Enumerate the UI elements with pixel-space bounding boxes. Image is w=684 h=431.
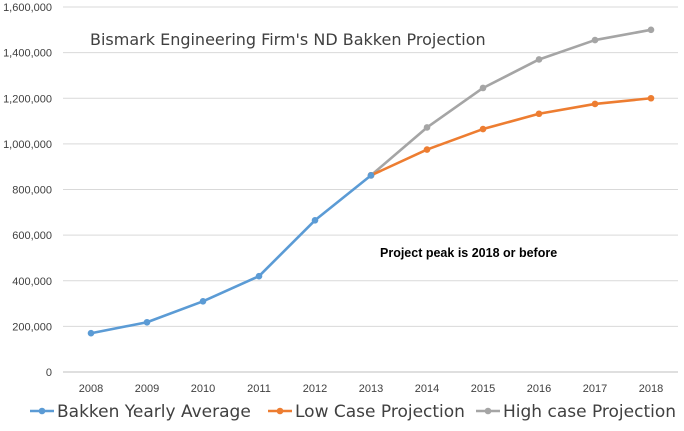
series-line (370, 96, 652, 177)
data-point (423, 146, 431, 153)
series-low-case-projection (367, 94, 655, 179)
x-tick-label: 2015 (471, 383, 495, 395)
legend-item: Bakken Yearly Average (30, 402, 251, 422)
data-point (647, 94, 655, 102)
data-point (255, 272, 263, 280)
data-point (535, 110, 543, 118)
legend-item: Low Case Projection (268, 402, 465, 422)
y-tick-label: 1,200,000 (3, 93, 52, 105)
legend-label: Low Case Projection (295, 402, 465, 422)
y-tick-label: 1,600,000 (3, 2, 52, 14)
data-point (479, 84, 487, 92)
legend-point-marker (276, 407, 284, 415)
data-point (367, 172, 375, 179)
data-point (423, 124, 431, 131)
gridlines (63, 6, 678, 373)
series-line (370, 28, 652, 177)
y-tick-label: 400,000 (12, 276, 52, 288)
x-tick-label: 2013 (359, 383, 383, 395)
y-tick-label: 1,000,000 (3, 139, 52, 151)
x-tick-label: 2016 (527, 383, 551, 395)
chart-annotation: Project peak is 2018 or before (380, 246, 557, 260)
x-tick-label: 2012 (303, 383, 327, 395)
legend-point-marker (484, 407, 492, 415)
x-axis-tick-labels: 2008 2009 2010 2011 2012 2013 2014 2015 2016 2017… (79, 383, 663, 395)
x-tick-label: 2017 (583, 383, 607, 395)
data-point (311, 216, 319, 224)
data-point (199, 297, 207, 305)
x-tick-label: 2008 (79, 383, 103, 395)
legend-label: Bakken Yearly Average (57, 402, 251, 422)
x-tick-label: 2010 (191, 383, 215, 395)
series-lines (87, 26, 655, 337)
data-point (647, 26, 655, 34)
x-tick-label: 2009 (135, 383, 159, 395)
y-tick-label: 0 (46, 367, 52, 379)
legend-item: High case Projection (476, 402, 676, 422)
data-point (87, 329, 95, 337)
series-bakken-yearly-average (87, 172, 375, 337)
series-line (90, 174, 372, 335)
legend-point-marker (38, 407, 46, 415)
legend: Bakken Yearly Average Low Case Projection… (30, 402, 676, 422)
y-tick-label: 200,000 (12, 321, 52, 333)
legend-label: High case Projection (503, 402, 676, 422)
chart-title: Bismark Engineering Firm's ND Bakken Pro… (90, 30, 486, 49)
x-tick-label: 2018 (639, 383, 663, 395)
data-point (479, 125, 487, 133)
x-tick-label: 2014 (415, 383, 439, 395)
data-point (591, 36, 599, 44)
y-tick-label: 800,000 (12, 185, 52, 197)
data-point (591, 100, 599, 108)
y-tick-label: 600,000 (12, 230, 52, 242)
y-axis-tick-labels: 0 200,000 400,000 600,000 800,000 1,000,000 1,… (3, 2, 52, 379)
x-tick-label: 2011 (247, 383, 271, 395)
y-tick-label: 1,400,000 (3, 48, 52, 60)
data-point (143, 318, 151, 326)
data-point (535, 56, 543, 63)
